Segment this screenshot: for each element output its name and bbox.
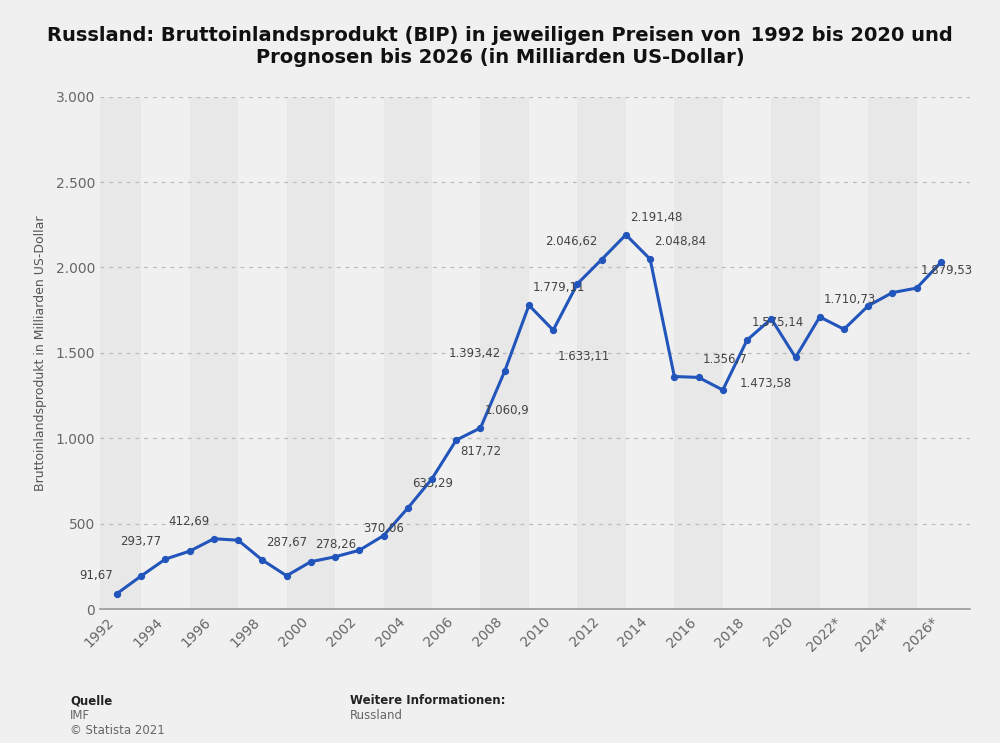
Point [376,530,392,542]
Point [133,570,149,582]
Point [497,366,513,377]
Point [860,300,876,312]
Bar [190,97,238,609]
Bar [480,97,529,609]
Y-axis label: Bruttoinlandsprodukt in Milliarden US-Dollar: Bruttoinlandsprodukt in Milliarden US-Do… [34,215,47,490]
Bar [529,97,577,609]
Point [545,324,561,336]
Point [206,533,222,545]
Point [594,253,610,265]
Point [788,351,804,363]
Text: 2.191,48: 2.191,48 [630,211,682,224]
Point [884,287,900,299]
Point [327,551,343,562]
Text: 1.779,11: 1.779,11 [533,281,586,294]
Bar [93,97,141,609]
Bar [141,97,190,609]
Bar [820,97,868,609]
Point [230,534,246,546]
Text: Weitere Informationen:: Weitere Informationen: [350,695,506,707]
Text: Russland: Bruttoinlandsprodukt (BIP) in jeweiligen Preisen von 1992 bis 2020 und: Russland: Bruttoinlandsprodukt (BIP) in … [47,26,953,67]
Point [618,229,634,241]
Bar [577,97,626,609]
Bar [432,97,480,609]
Point [691,372,707,383]
Point [448,434,464,446]
Point [763,313,779,325]
Bar [238,97,287,609]
Text: 1.393,42: 1.393,42 [448,347,501,360]
Text: 633,29: 633,29 [412,477,453,490]
Point [642,253,658,265]
Bar [674,97,723,609]
Bar [868,97,917,609]
Point [109,588,125,600]
Text: 293,77: 293,77 [120,535,161,548]
Point [715,384,731,396]
Bar [917,97,965,609]
Point [157,553,173,565]
Text: 1.060,9: 1.060,9 [485,404,529,417]
Point [666,371,682,383]
Text: 1.879,53: 1.879,53 [921,264,973,277]
Point [351,545,367,557]
Bar [771,97,820,609]
Point [254,554,270,566]
Text: 278,26: 278,26 [315,538,356,551]
Point [303,556,319,568]
Text: Russland: Russland [350,710,403,722]
Point [812,311,828,323]
Text: IMF: IMF [70,710,90,722]
Text: 817,72: 817,72 [460,445,502,458]
Text: 2.046,62: 2.046,62 [545,236,597,248]
Text: 91,67: 91,67 [79,569,113,583]
Text: 1.473,58: 1.473,58 [739,377,791,390]
Bar [287,97,335,609]
Bar [626,97,674,609]
Point [521,299,537,311]
Point [182,545,198,557]
Text: 412,69: 412,69 [168,515,210,528]
Text: 1.575,14: 1.575,14 [751,316,803,329]
Point [933,256,949,268]
Text: 1.710,73: 1.710,73 [824,293,876,306]
Point [739,334,755,346]
Text: Quelle: Quelle [70,695,112,707]
Bar [335,97,384,609]
Text: 2.048,84: 2.048,84 [654,235,706,248]
Point [400,502,416,514]
Point [569,278,585,290]
Point [909,282,925,294]
Text: 287,67: 287,67 [267,536,308,549]
Point [836,323,852,335]
Point [472,422,488,434]
Bar [723,97,771,609]
Text: © Statista 2021: © Statista 2021 [70,724,165,737]
Point [279,570,295,582]
Text: 1.356,7: 1.356,7 [703,354,747,366]
Text: 1.633,11: 1.633,11 [557,350,610,363]
Bar [384,97,432,609]
Point [424,473,440,484]
Text: 370,06: 370,06 [363,522,404,535]
